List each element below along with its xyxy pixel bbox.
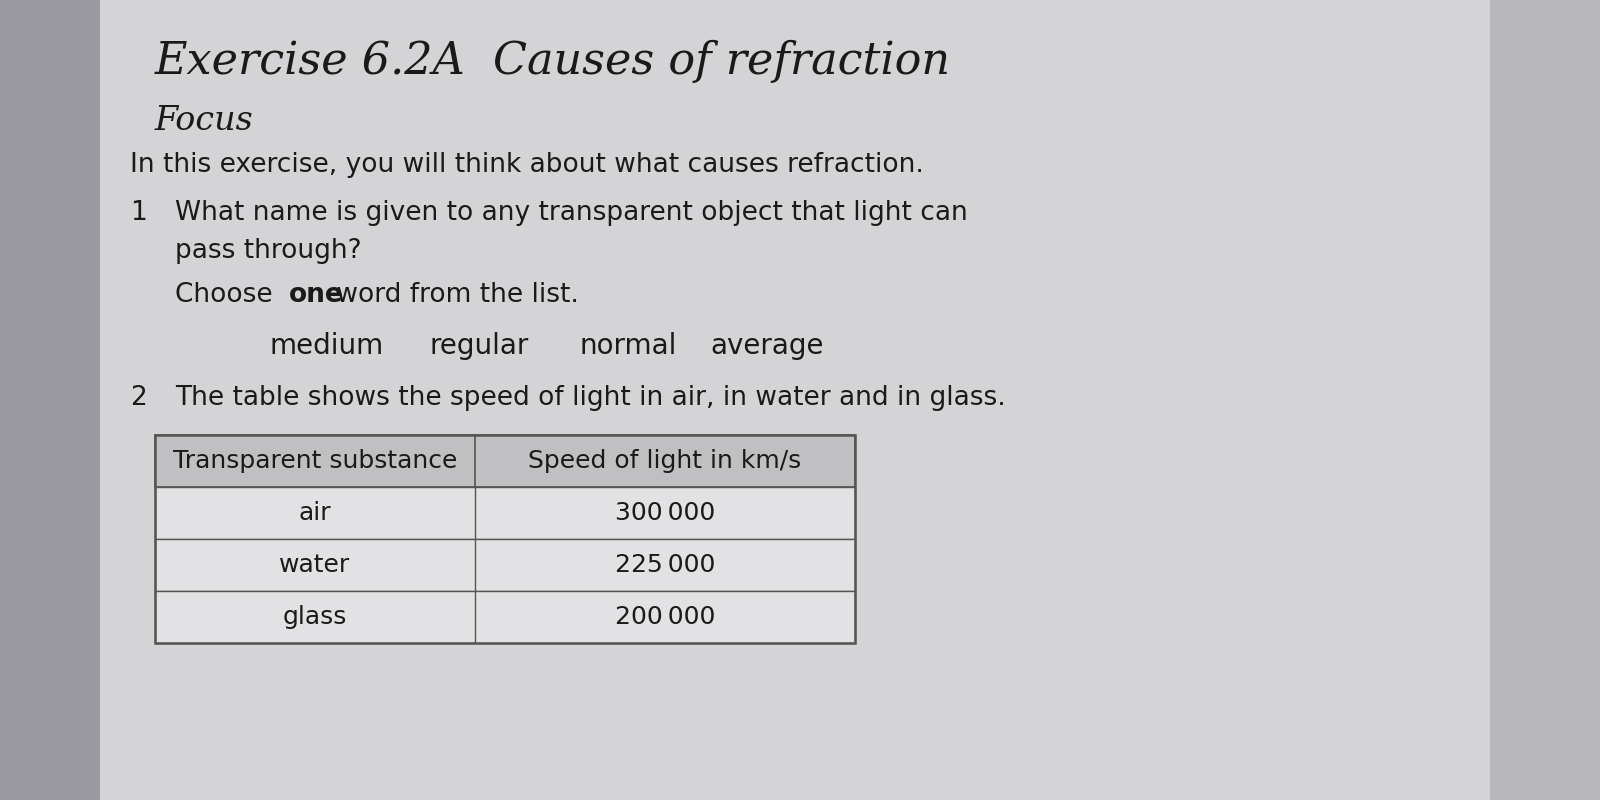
Bar [155, 435, 854, 643]
Text: word from the list.: word from the list. [328, 282, 579, 308]
Text: In this exercise, you will think about what causes refraction.: In this exercise, you will think about w… [130, 152, 923, 178]
Text: one: one [290, 282, 344, 308]
Text: Choose: Choose [174, 282, 282, 308]
Text: 300 000: 300 000 [614, 501, 715, 525]
Text: What name is given to any transparent object that light can: What name is given to any transparent ob… [174, 200, 968, 226]
Bar [155, 487, 854, 539]
Text: The table shows the speed of light in air, in water and in glass.: The table shows the speed of light in ai… [174, 385, 1006, 411]
Text: 2: 2 [130, 385, 147, 411]
Text: 225 000: 225 000 [614, 553, 715, 577]
Text: 1: 1 [130, 200, 147, 226]
Bar [155, 539, 854, 591]
Bar [155, 591, 854, 643]
Text: 200 000: 200 000 [614, 605, 715, 629]
Text: normal: normal [579, 332, 677, 360]
Text: Transparent substance: Transparent substance [173, 449, 458, 473]
Text: average: average [710, 332, 824, 360]
Text: Speed of light in km/s: Speed of light in km/s [528, 449, 802, 473]
Text: water: water [280, 553, 350, 577]
Text: medium: medium [270, 332, 384, 360]
Text: regular: regular [430, 332, 530, 360]
Text: Focus: Focus [155, 105, 254, 137]
Polygon shape [0, 0, 130, 800]
Bar [1490, 0, 1600, 800]
Text: Exercise 6.2A  Causes of refraction: Exercise 6.2A Causes of refraction [155, 40, 950, 83]
Text: air: air [299, 501, 331, 525]
Text: glass: glass [283, 605, 347, 629]
Bar [155, 435, 854, 487]
Text: pass through?: pass through? [174, 238, 362, 264]
